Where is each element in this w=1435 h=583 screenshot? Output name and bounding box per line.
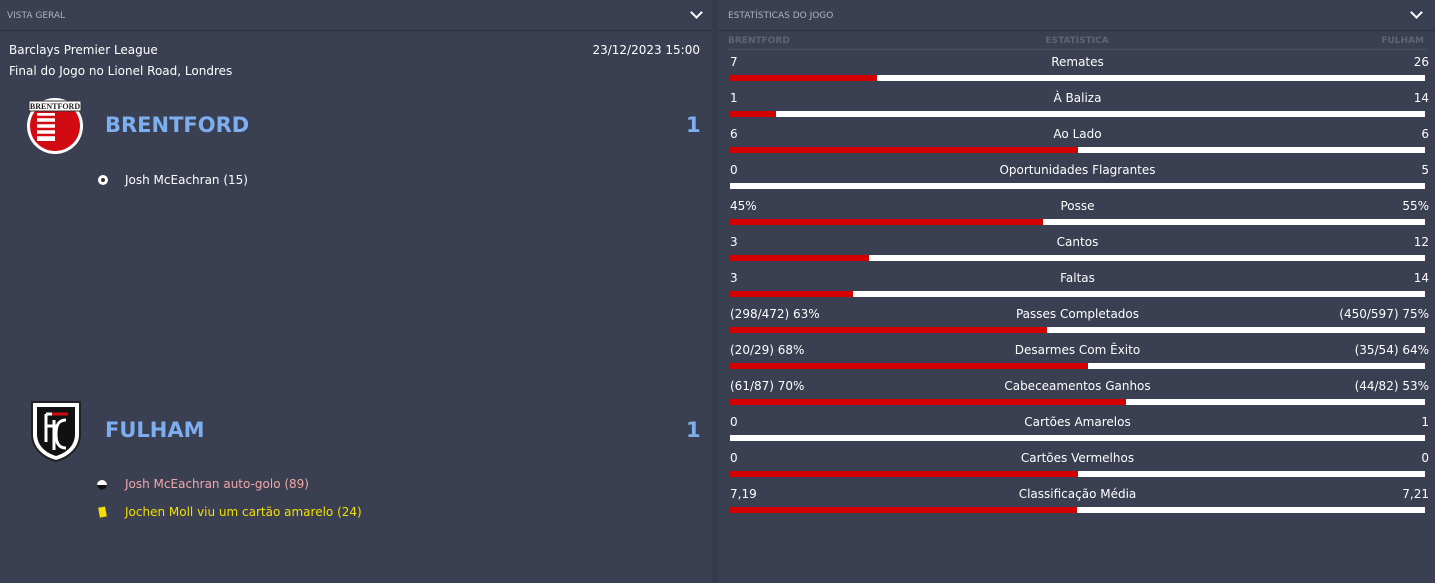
stat-away: 12 — [1413, 235, 1429, 249]
stat-bar-home — [730, 327, 1048, 333]
stat-away: (35/54) 64% — [1354, 343, 1429, 357]
stat-label: À Baliza — [1053, 91, 1102, 105]
stat-bar — [730, 363, 1425, 369]
stat-label: Posse — [1060, 199, 1095, 213]
stat-bar-home — [730, 507, 1078, 513]
stat-home: 3 — [730, 235, 738, 249]
event: Josh McEachran auto-golo (89) — [125, 477, 309, 491]
stat-home: 45% — [730, 199, 757, 213]
goal-icon — [98, 175, 108, 185]
stat-home: (298/472) 63% — [730, 307, 820, 321]
brentford-crest: BRENTFORD — [27, 98, 83, 154]
team-score: 1 — [686, 113, 701, 137]
stat-bar-home — [730, 75, 878, 81]
stat-home: 3 — [730, 271, 738, 285]
stat-away: (450/597) 75% — [1339, 307, 1429, 321]
stat-bar — [730, 471, 1425, 477]
stat-bar-home — [730, 399, 1126, 405]
stat-away: 6 — [1421, 127, 1429, 141]
stat-bar — [730, 111, 1425, 117]
stat-label: Oportunidades Flagrantes — [999, 163, 1156, 177]
stat-away: 14 — [1413, 271, 1429, 285]
stat-label: Cartões Amarelos — [1024, 415, 1131, 429]
team-name: FULHAM — [105, 418, 205, 442]
stat-home: 6 — [730, 127, 738, 141]
stat-home: 0 — [730, 415, 738, 429]
stat-bar-home — [730, 219, 1043, 225]
column-header: ESTATÍSTICA — [1045, 36, 1109, 46]
stat-bar-home — [730, 363, 1089, 369]
event: Jochen Moll viu um cartão amarelo (24) — [125, 505, 362, 519]
collapse-button[interactable] — [690, 6, 703, 19]
stat-home: (20/29) 68% — [730, 343, 805, 357]
stat-label: Cabeceamentos Ganhos — [1004, 379, 1151, 393]
yellow-card-icon — [98, 506, 107, 518]
stat-label: Classificação Média — [1018, 487, 1137, 501]
svg-text:BRENTFORD: BRENTFORD — [30, 102, 80, 111]
own-goal-icon — [97, 480, 107, 490]
stat-label: Desarmes Com Êxito — [1014, 343, 1141, 357]
stat-home: 0 — [730, 451, 738, 465]
stat-away: 1 — [1421, 415, 1429, 429]
panel-title: ESTATÍSTICAS DO JOGO — [728, 11, 834, 21]
stat-label: Cantos — [1056, 235, 1099, 249]
stat-label: Ao Lado — [1053, 127, 1102, 141]
stat-away: 55% — [1402, 199, 1429, 213]
stat-home: 7 — [730, 55, 738, 69]
stat-bar — [730, 291, 1425, 297]
separator — [728, 49, 1427, 50]
stat-away: 14 — [1413, 91, 1429, 105]
stat-bar-home — [730, 111, 777, 117]
stat-bar — [730, 435, 1425, 441]
event: Josh McEachran (15) — [125, 173, 248, 187]
stat-label: Cartões Vermelhos — [1020, 451, 1135, 465]
stat-away: 0 — [1421, 451, 1429, 465]
panel-title: VISTA GERAL — [7, 11, 66, 21]
team-score: 1 — [686, 418, 701, 442]
stat-bar-home — [730, 471, 1078, 477]
stat-bar — [730, 507, 1425, 513]
stat-label: Remates — [1051, 55, 1104, 69]
stat-home: 0 — [730, 163, 738, 177]
stat-home: 7,19 — [730, 487, 757, 501]
stat-home: (61/87) 70% — [730, 379, 805, 393]
stat-bar — [730, 327, 1425, 333]
column-header: FULHAM — [1381, 36, 1424, 46]
stat-away: 26 — [1413, 55, 1429, 69]
stat-bar-home — [730, 255, 869, 261]
stat-away: 5 — [1421, 163, 1429, 177]
stat-bar-home — [730, 147, 1078, 153]
separator — [0, 30, 712, 31]
stat-away: 7,21 — [1402, 487, 1429, 501]
stat-bar-home — [730, 291, 853, 297]
stat-bar — [730, 255, 1425, 261]
competition: Barclays Premier League — [9, 43, 158, 57]
venue: Final do Jogo no Lionel Road, Londres — [9, 64, 233, 78]
separator — [718, 30, 1435, 31]
stat-bar — [730, 183, 1425, 189]
datetime: 23/12/2023 15:00 — [592, 43, 700, 57]
stat-label: Passes Completados — [1015, 307, 1140, 321]
stat-bar — [730, 219, 1425, 225]
stat-bar — [730, 75, 1425, 81]
panel-divider — [712, 0, 718, 583]
stat-away: (44/82) 53% — [1354, 379, 1429, 393]
column-header: BRENTFORD — [728, 36, 790, 46]
collapse-button[interactable] — [1410, 6, 1423, 19]
fulham-crest — [31, 401, 81, 462]
stat-bar — [730, 147, 1425, 153]
stat-label: Faltas — [1060, 271, 1095, 285]
stat-home: 1 — [730, 91, 738, 105]
team-name: BRENTFORD — [105, 113, 250, 137]
stat-bar — [730, 399, 1425, 405]
